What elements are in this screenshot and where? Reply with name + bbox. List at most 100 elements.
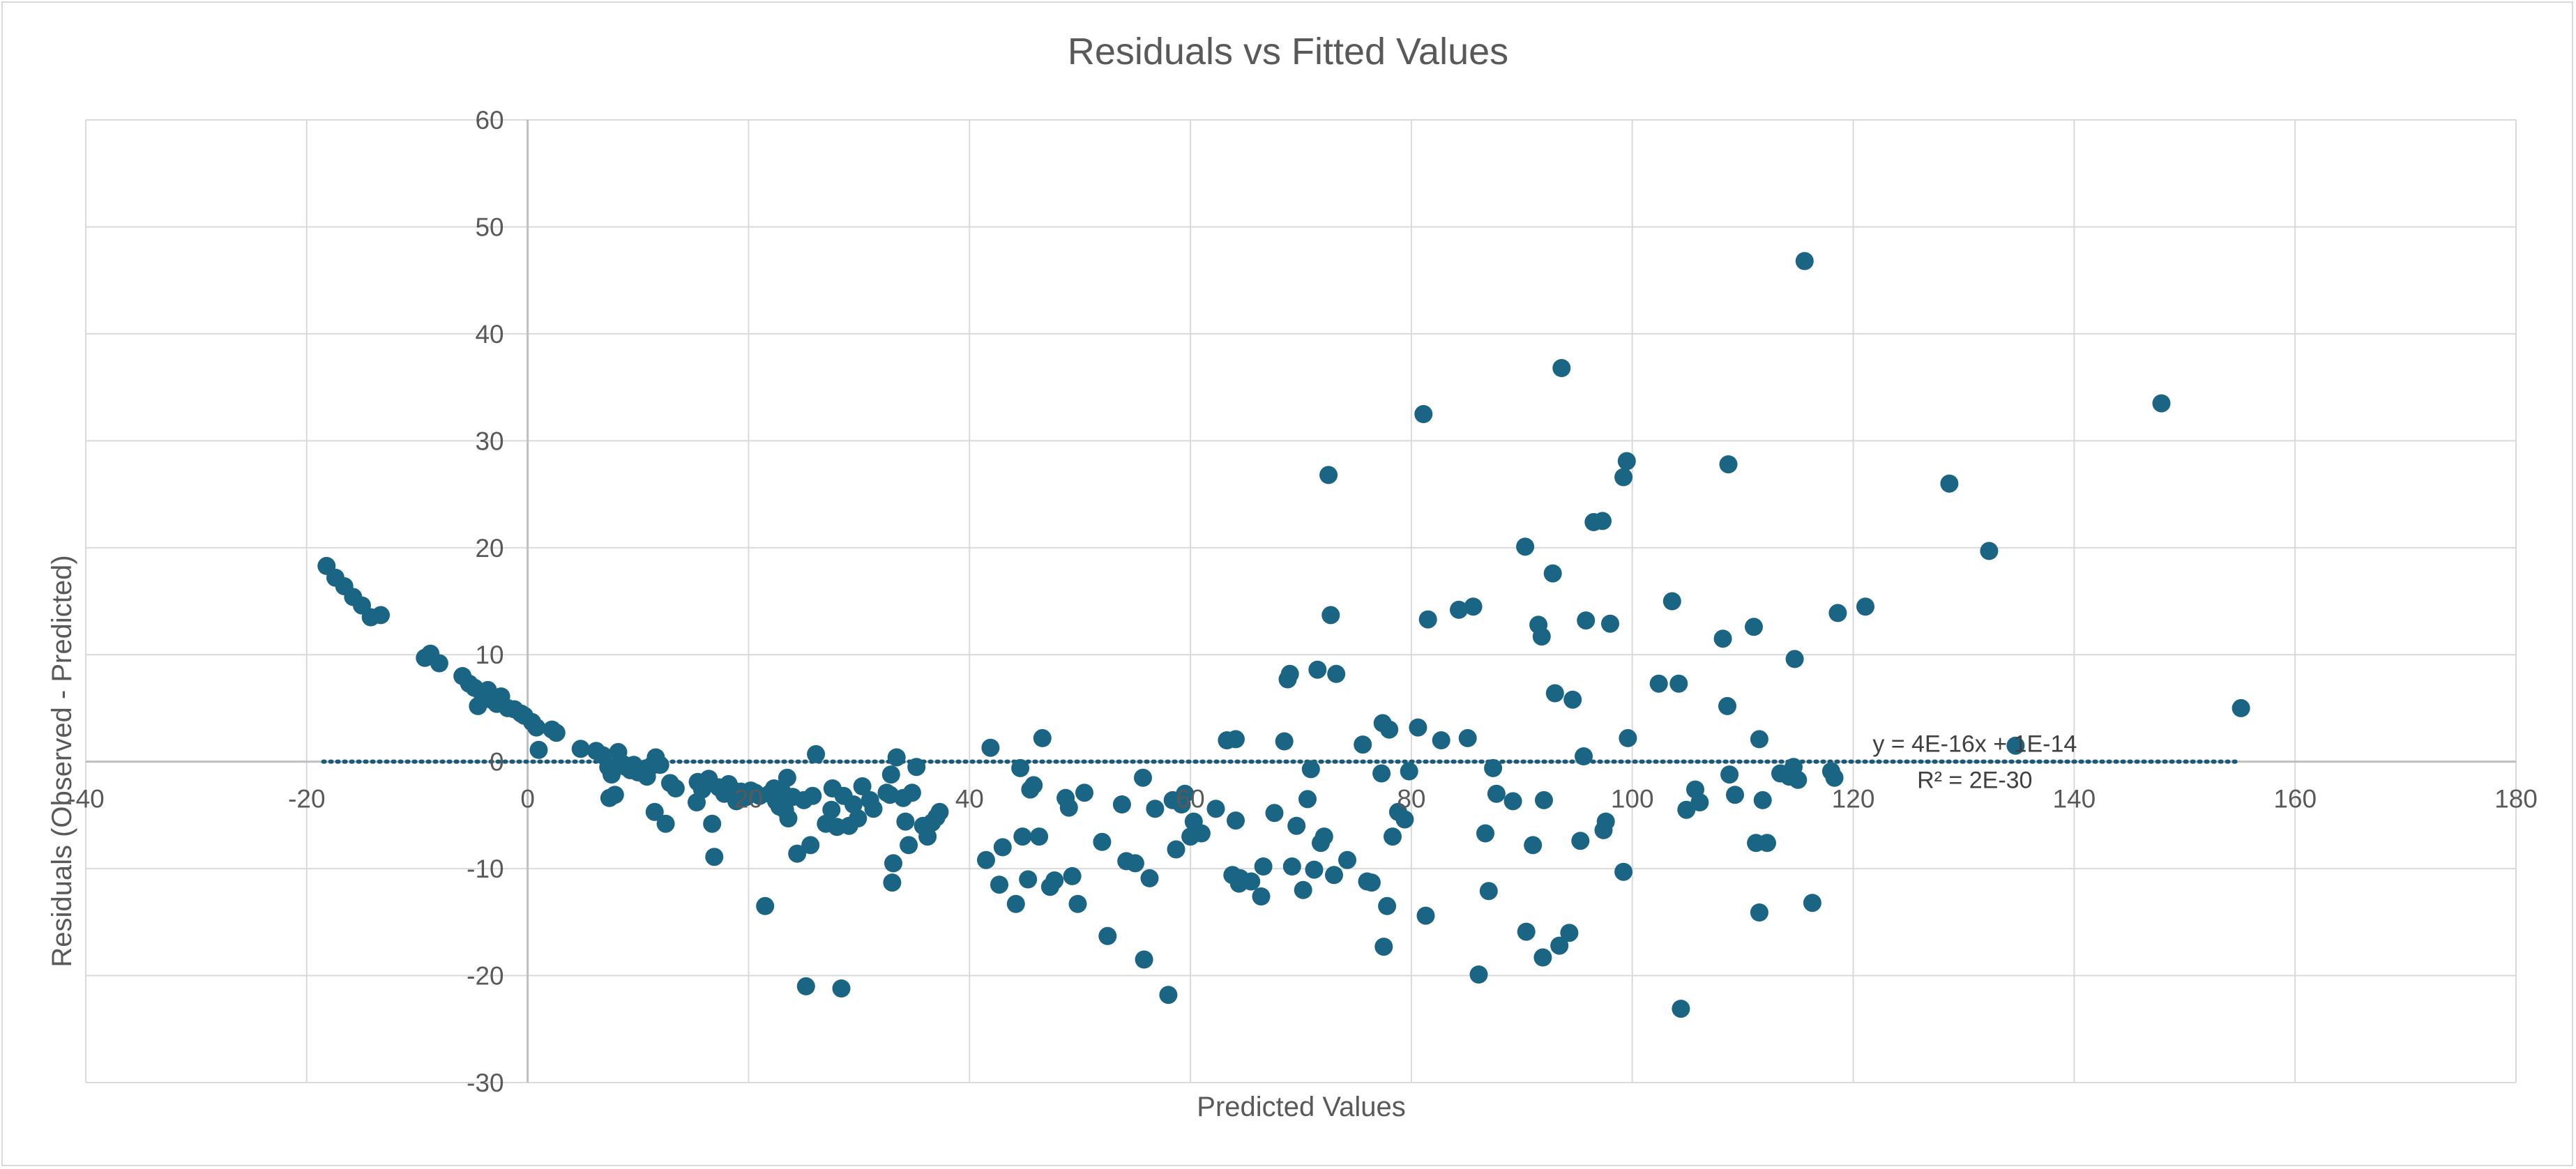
data-point: [571, 740, 590, 758]
x-tick-label: 40: [955, 785, 984, 813]
data-point: [1159, 986, 1178, 1004]
data-point: [1400, 762, 1418, 781]
data-point: [1720, 765, 1739, 784]
data-point: [1414, 405, 1433, 423]
data-point: [1416, 906, 1435, 925]
data-point: [1479, 882, 1498, 901]
data-point: [1619, 728, 1637, 747]
data-point: [832, 979, 851, 998]
x-tick-label: -20: [288, 785, 325, 813]
data-point: [1098, 926, 1117, 945]
data-point: [1093, 832, 1112, 851]
y-tick-label: 10: [475, 641, 503, 669]
data-point: [1672, 1000, 1690, 1018]
data-point: [605, 786, 624, 804]
data-point: [900, 836, 918, 855]
data-point: [1649, 674, 1668, 693]
data-point: [853, 777, 872, 795]
data-point: [1524, 836, 1543, 855]
data-point: [1713, 629, 1732, 648]
data-point: [1596, 812, 1615, 831]
data-point: [1314, 827, 1333, 846]
data-point: [1458, 728, 1477, 747]
data-point: [1059, 798, 1078, 817]
x-tick-label: 140: [2052, 785, 2096, 813]
data-point: [1321, 606, 1340, 625]
data-point: [881, 765, 900, 784]
data-point: [778, 768, 796, 787]
data-point: [884, 854, 902, 873]
data-point: [1265, 804, 1284, 823]
data-point: [1252, 887, 1271, 906]
data-point: [1282, 857, 1301, 876]
data-points: [317, 252, 2250, 1018]
y-tick-label: 60: [475, 106, 503, 135]
data-point: [1825, 768, 1844, 787]
data-point: [1450, 600, 1468, 619]
data-point: [688, 793, 706, 811]
x-tick-label: -40: [67, 785, 104, 813]
data-point: [1662, 592, 1681, 611]
data-point: [1338, 850, 1356, 869]
data-point: [849, 809, 867, 827]
data-point: [651, 756, 669, 774]
data-point: [1571, 832, 1590, 850]
data-point: [1940, 474, 1959, 493]
data-point: [1677, 800, 1696, 819]
data-point: [1275, 732, 1294, 751]
data-point: [1614, 468, 1633, 487]
data-point: [1354, 735, 1372, 754]
data-point: [656, 814, 675, 833]
data-point: [1063, 866, 1082, 885]
data-point: [902, 784, 921, 802]
trendline-equation: y = 4E-16x + 1E-14: [1872, 731, 2077, 758]
data-point: [1068, 894, 1087, 913]
chart-title: Residuals vs Fitted Values: [1068, 31, 1508, 72]
data-point: [1418, 610, 1437, 629]
data-point: [1126, 854, 1144, 873]
data-point: [1545, 684, 1564, 703]
data-point: [990, 876, 1008, 894]
data-point: [1726, 786, 1744, 804]
data-point: [1719, 455, 1738, 474]
data-point: [1242, 872, 1261, 891]
data-point: [2006, 736, 2025, 755]
gridlines: [85, 119, 2517, 1083]
data-point: [977, 850, 995, 869]
data-point: [1532, 627, 1551, 646]
data-point: [1753, 790, 1772, 809]
y-tick-label: -30: [467, 1069, 503, 1097]
y-tick-label: 30: [475, 427, 503, 455]
data-point: [1856, 597, 1874, 616]
y-axis-title: Residuals (Observed - Predicted): [47, 555, 77, 967]
data-point: [1593, 512, 1612, 530]
tick-labels: -40 -20 0 20 40 60 80 100 120 140 160 180 -30 -20 -10 0…: [67, 106, 2538, 1097]
data-point: [1024, 776, 1043, 795]
x-tick-label: 160: [2273, 785, 2317, 813]
data-point: [1563, 690, 1582, 709]
data-point: [801, 836, 820, 855]
data-point: [1690, 793, 1709, 811]
data-point: [1535, 790, 1553, 809]
data-point: [1294, 880, 1312, 899]
data-point: [1301, 760, 1320, 779]
data-point: [1384, 827, 1402, 846]
data-point: [1013, 827, 1032, 846]
data-point: [1614, 862, 1633, 881]
y-tick-label: -20: [467, 962, 503, 991]
data-point: [1380, 720, 1399, 739]
data-point: [1517, 922, 1536, 941]
y-tick-label: 50: [475, 213, 503, 241]
data-point: [1075, 784, 1093, 802]
data-point: [1372, 764, 1391, 783]
data-point: [1785, 650, 1804, 668]
data-point: [796, 977, 815, 995]
data-point: [1325, 866, 1343, 885]
data-point: [547, 724, 566, 742]
data-point: [1045, 871, 1064, 889]
data-point: [1146, 800, 1165, 818]
data-point: [1019, 870, 1038, 889]
x-tick-label: 180: [2494, 785, 2538, 813]
data-point: [896, 812, 915, 831]
